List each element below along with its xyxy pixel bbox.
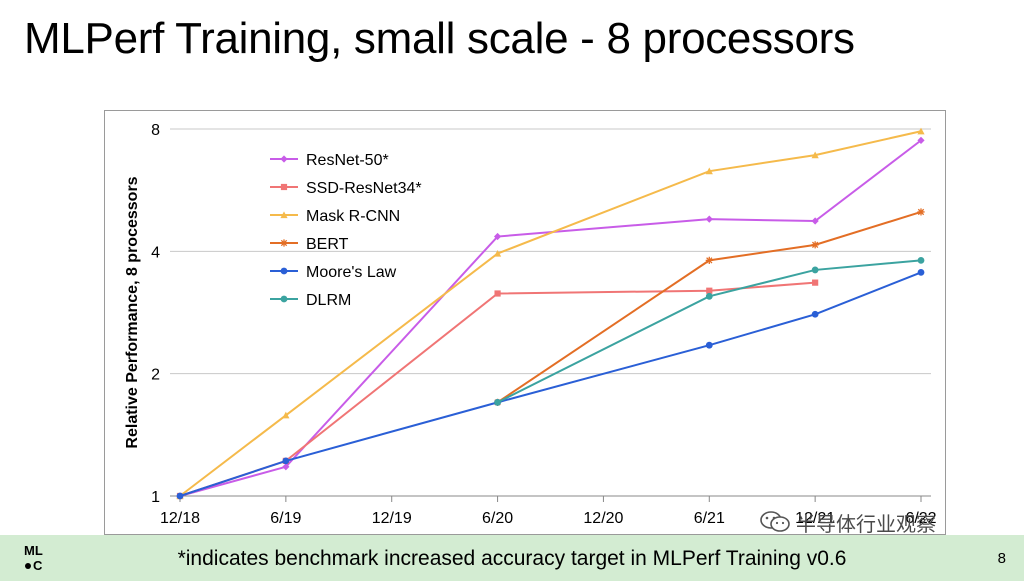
data-point-dlrm (705, 292, 713, 300)
legend-marker-resnet-50 (280, 155, 288, 163)
data-point-moore-s-law (917, 268, 925, 276)
x-tick-label: 12/20 (583, 510, 623, 527)
data-point-resnet-50 (917, 136, 925, 144)
y-tick-label: 1 (151, 489, 160, 506)
data-point-mask-r-cnn (811, 151, 819, 159)
logo-text-ml: ML (24, 543, 43, 558)
series-line-bert (497, 210, 922, 404)
y-tick-label: 2 (151, 367, 160, 384)
wechat-icon (760, 511, 790, 533)
legend-label-mask-r-cnn: Mask R-CNN (306, 208, 400, 225)
slide-title: MLPerf Training, small scale - 8 process… (24, 14, 855, 63)
legend-label-resnet-50: ResNet-50* (306, 152, 389, 169)
data-point-moore-s-law (705, 341, 713, 349)
x-tick-label: 12/21 (795, 510, 835, 527)
data-point-ssd-resnet34 (494, 290, 501, 297)
line-chart: 1 2 4 8 12/18 6/19 12/19 6/20 12/20 6/21 12/21 6/22… (124, 122, 937, 527)
data-point-dlrm (917, 256, 925, 264)
data-point-dlrm (811, 266, 819, 274)
slide-footer: ML C 半导体行业观察 *indicates benchmark increa… (0, 511, 1024, 581)
chart-frame: 1 2 4 8 12/18 6/19 12/19 6/20 12/20 6/21 12/21 6/22… (104, 110, 946, 535)
data-point-bert (811, 241, 819, 249)
y-tick-label: 8 (151, 122, 160, 139)
data-point-mask-r-cnn (493, 249, 502, 257)
data-point-mask-r-cnn (917, 127, 925, 135)
legend-label-bert: BERT (306, 236, 349, 253)
x-tick-label: 6/19 (270, 510, 301, 527)
series-line-dlrm (497, 259, 922, 404)
data-point-moore-s-law (282, 457, 290, 465)
y-axis-label: Relative Performance, 8 processors (124, 176, 141, 448)
data-point-bert (917, 208, 925, 216)
series-line-moore-s-law (179, 271, 922, 497)
legend-marker-ssd-resnet34 (280, 183, 288, 191)
y-tick-label: 4 (151, 244, 160, 261)
footer-note: *indicates benchmark increased accuracy … (177, 547, 847, 570)
watermark-text: 半导体行业观察 (796, 511, 936, 536)
data-point-ssd-resnet34 (812, 279, 819, 286)
legend-label-dlrm: DLRM (306, 292, 351, 309)
mlcommons-logo: ML C (24, 543, 54, 573)
x-tick-label: 6/21 (694, 510, 725, 527)
x-tick-label: 6/20 (482, 510, 513, 527)
data-point-ssd-resnet34 (706, 287, 713, 294)
legend-marker-dlrm (280, 295, 288, 303)
watermark: 半导体行业观察 (760, 509, 936, 536)
data-point-resnet-50 (811, 217, 819, 225)
data-point-mask-r-cnn (705, 167, 713, 175)
series-line-mask-r-cnn (179, 130, 922, 497)
x-tick-label: 12/19 (372, 510, 412, 527)
x-tick-label: 6/22 (905, 510, 936, 527)
legend-label-moore-s-law: Moore's Law (306, 264, 397, 281)
data-point-resnet-50 (493, 232, 502, 241)
data-point-dlrm (494, 398, 501, 406)
data-point-bert (705, 256, 713, 264)
data-point-moore-s-law (176, 492, 184, 500)
logo-dot (25, 563, 31, 569)
page-number: 8 (997, 550, 1006, 567)
series-line-resnet-50 (179, 139, 922, 497)
legend-marker-bert (280, 239, 288, 247)
legend-marker-mask-r-cnn (280, 211, 288, 219)
data-point-resnet-50 (705, 215, 713, 223)
data-point-mask-r-cnn (282, 411, 290, 419)
data-point-moore-s-law (811, 310, 819, 318)
legend-label-ssd-resnet34: SSD-ResNet34* (306, 180, 422, 197)
x-tick-label: 12/18 (160, 510, 200, 527)
legend-marker-moore-s-law (280, 267, 288, 275)
logo-text-c: C (33, 558, 43, 573)
